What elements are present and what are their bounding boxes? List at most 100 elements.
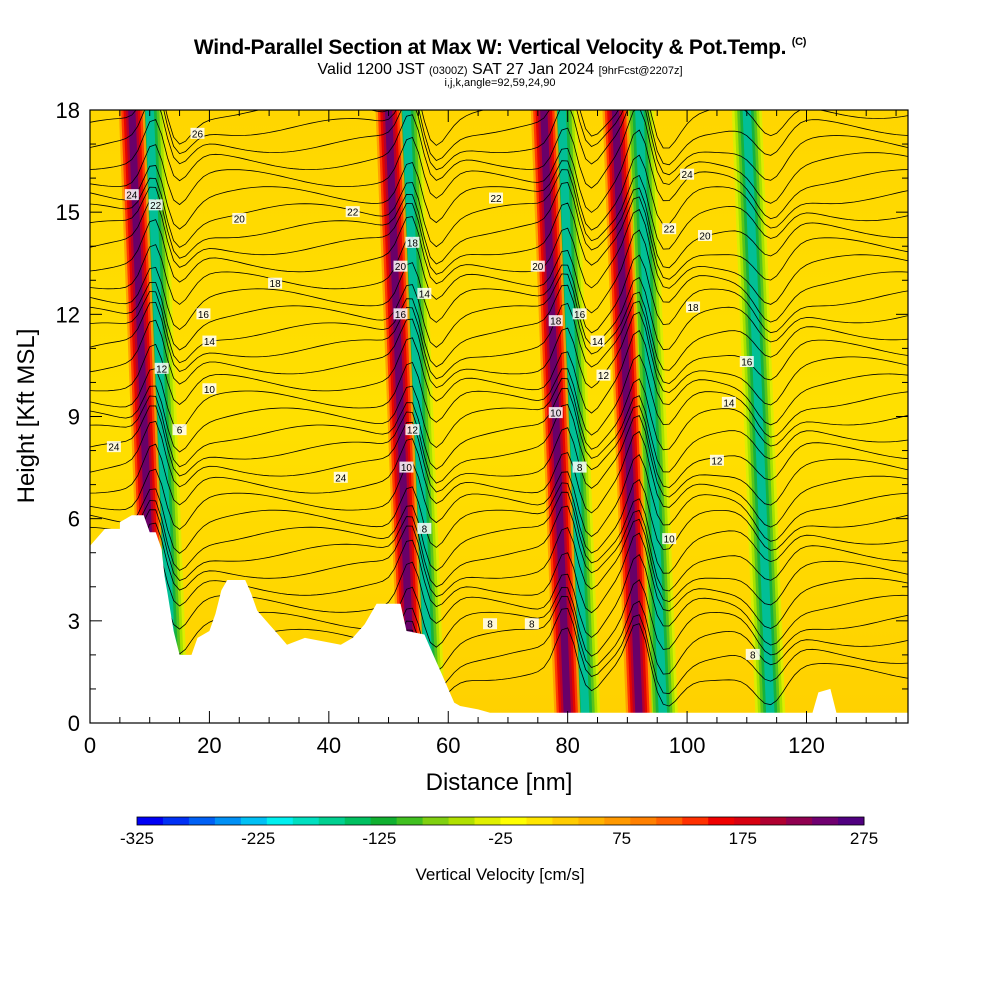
colorbar-swatch [526, 817, 553, 825]
x-tick-label: 120 [788, 733, 825, 758]
contour-label: 18 [687, 303, 699, 314]
colorbar-swatch [708, 817, 735, 825]
y-tick-label: 18 [56, 98, 80, 123]
chart-subtitle: Valid 1200 JST (0300Z) SAT 27 Jan 2024 [… [317, 61, 683, 78]
contour-label: 12 [156, 364, 168, 375]
contour-label-box [697, 230, 712, 242]
theta-contour-line [90, 196, 908, 281]
axis-ticks [89, 109, 908, 724]
contour-label-box [524, 618, 539, 630]
contour-label: 16 [198, 310, 210, 321]
theta-contour-line [165, 110, 908, 149]
colorbar-swatch [188, 817, 216, 825]
contour-label-box [662, 223, 677, 235]
contour-label-box [548, 315, 563, 327]
theta-contour-line [90, 404, 908, 489]
colorbar-swatch [812, 817, 839, 825]
contour-label-box [232, 212, 247, 224]
contour-label: 12 [711, 456, 723, 467]
contour-label-box [124, 189, 139, 201]
contour-label-box [393, 308, 408, 320]
contour-labels: 26 24 22 20 18 16 14 12 10 6 24 22 20 18 16 14 12 10 8 24 22… [106, 127, 760, 661]
colorbar-swatch [240, 817, 268, 825]
updraft-band [611, 110, 643, 723]
contour-label-box [202, 383, 217, 395]
theta-contour-line [90, 329, 908, 426]
contour-label: 20 [699, 232, 711, 243]
theta-contour-line [90, 518, 908, 606]
contour-label: 14 [419, 289, 431, 300]
contour-label: 8 [422, 524, 428, 535]
contour-label-box [417, 287, 432, 299]
theta-contour-line [90, 388, 908, 473]
contour-label-box [662, 533, 677, 545]
contour-label-box [154, 362, 169, 374]
contour-label-box [172, 424, 187, 436]
contour-label: 20 [234, 214, 246, 225]
colorbar-tick-label: 75 [612, 829, 631, 848]
contour-label-box [572, 461, 587, 473]
contour-label-box [739, 356, 754, 368]
colorbar-swatch [318, 817, 346, 825]
contour-label: 10 [664, 535, 676, 546]
contour-label-box [680, 168, 695, 180]
x-tick-label: 40 [317, 733, 341, 758]
contour-label-box [190, 127, 205, 139]
contour-label: 22 [150, 201, 162, 212]
downdraft-band [557, 110, 590, 723]
contour-label-box [572, 308, 587, 320]
chart-title: Wind-Parallel Section at Max W: Vertical… [193, 36, 807, 59]
contour-label: 22 [347, 208, 359, 219]
colorbar-swatch [734, 817, 761, 825]
contour-label: 26 [192, 129, 204, 140]
colorbar-tick-label: 275 [850, 829, 878, 848]
theta-contour-line [90, 311, 908, 406]
contour-label-box [393, 260, 408, 272]
contour-label: 14 [592, 337, 604, 348]
colorbar-tick-label: -25 [488, 829, 513, 848]
colorbar-tick-label: -325 [120, 829, 154, 848]
contour-label-box [148, 199, 163, 211]
contour-label: 8 [529, 620, 535, 631]
colorbar-frame [136, 816, 865, 826]
colorbar-swatch [578, 817, 605, 825]
contour-label-box [530, 260, 545, 272]
contour-label: 14 [204, 337, 216, 348]
colorbar-swatch [396, 817, 424, 825]
contour-label-box [417, 522, 432, 534]
colorbar-swatch [162, 817, 190, 825]
colorbar-swatch [786, 817, 813, 825]
theta-contour-line [90, 273, 908, 351]
contour-label-box [489, 192, 504, 204]
contour-label-box [106, 441, 121, 453]
contour-label: 24 [126, 191, 138, 202]
contour-label: 8 [750, 650, 756, 661]
theta-contour-line [90, 129, 908, 220]
theta-contour-line [90, 182, 908, 269]
contour-label-box [405, 236, 420, 248]
contour-label: 10 [550, 409, 562, 420]
theta-contours [90, 110, 908, 707]
colorbar-swatch [552, 817, 579, 825]
x-tick-label: 0 [84, 733, 96, 758]
terrain-shape [90, 515, 908, 723]
contour-label: 8 [577, 463, 583, 474]
terrain-mask [90, 515, 908, 723]
x-tick-label: 100 [669, 733, 706, 758]
theta-contour-line [90, 284, 908, 371]
contour-label: 10 [204, 385, 216, 396]
contour-label-box [548, 407, 563, 419]
contour-label: 22 [490, 194, 502, 205]
y-tick-label: 3 [68, 609, 80, 634]
colorbar-swatch [370, 817, 398, 825]
theta-contour-line [90, 169, 908, 250]
colorbar-swatch [682, 817, 709, 825]
contour-label: 22 [664, 225, 676, 236]
theta-contour-line [90, 414, 908, 506]
contour-label-box [686, 301, 701, 313]
theta-contour-line [90, 478, 908, 554]
colorbar-swatch [344, 817, 372, 825]
colorbar-swatch [474, 817, 501, 825]
colorbar-swatch [760, 817, 787, 825]
